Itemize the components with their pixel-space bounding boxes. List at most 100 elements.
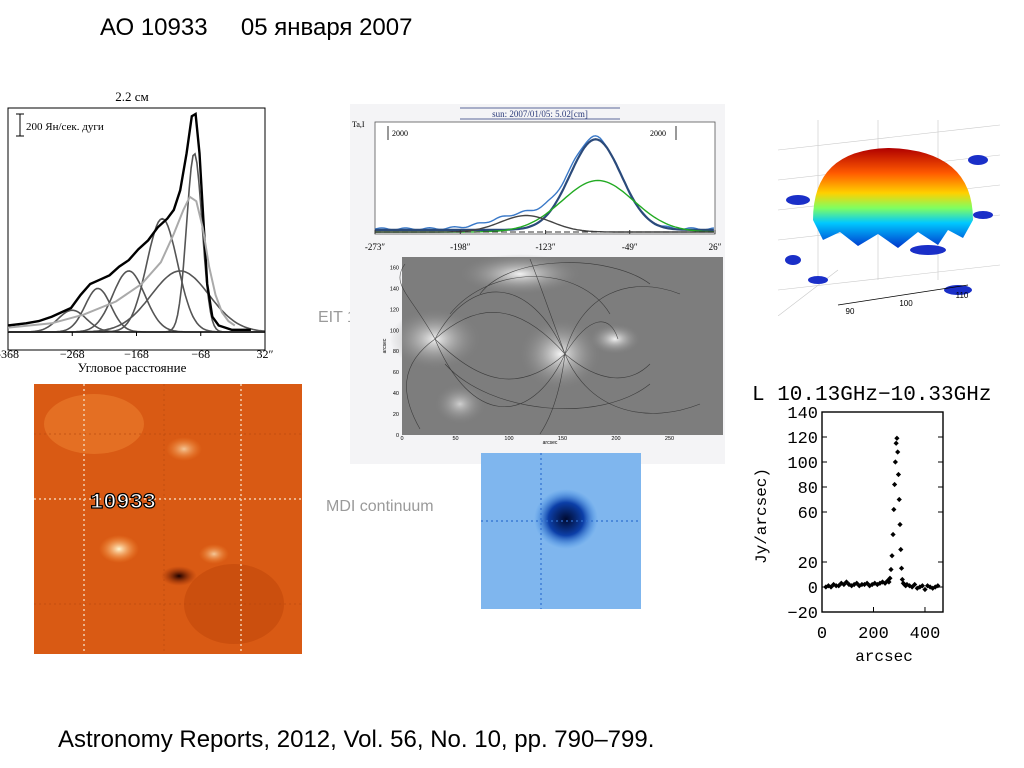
grid-overlay [34, 384, 302, 654]
ratan-xtick-label: −68 [191, 347, 210, 361]
eit-ylabel: arcsec [382, 338, 388, 353]
active-region-label: 10933 [90, 490, 156, 515]
ratan-x-ticks: -368 −268 −168 −68 32″ [0, 332, 274, 361]
freq-xlabel: arcsec [855, 648, 913, 666]
spec-xtick-label: 110 [956, 291, 969, 300]
eit-xtick-label: 100 [504, 436, 513, 442]
freq-x-ticks: 0 200 400 [817, 607, 940, 644]
eit-ytick-label: 60 [393, 370, 399, 376]
fit-xtick-label: -123″ [535, 242, 555, 252]
eit-ytick-label: 120 [390, 307, 399, 313]
ratan-series-1 [7, 195, 236, 329]
freq-xtick-label: 400 [910, 625, 941, 644]
freq-ytick-label: 140 [787, 405, 818, 424]
spec-xtick-label: 100 [899, 299, 913, 308]
eit-xtick-label: 150 [558, 436, 567, 442]
eit-ytick-label: 100 [390, 328, 399, 334]
ratan-xtick-label: 32″ [257, 347, 274, 361]
freq-point [898, 546, 904, 553]
freq-ytick-label: 60 [798, 505, 818, 524]
freq-point [914, 585, 920, 591]
mdi-continuum-image [481, 453, 641, 609]
fit-xtick-label: 26″ [709, 242, 722, 252]
fit-title: sun: 2007/01/05: 5.02[cm] [492, 109, 588, 119]
freq-point [897, 521, 903, 528]
freq-point [895, 471, 902, 478]
freq-point [922, 586, 928, 593]
spectrum-3d: 90 100 110 [778, 120, 1000, 316]
ratan-component-1 [8, 287, 265, 333]
eit-xtick-label: 50 [452, 436, 458, 442]
spec-x-ticks: 90 100 110 [846, 291, 969, 316]
slide-title: АО 10933 05 января 2007 [100, 14, 413, 41]
mdi-label: MDI continuum [326, 498, 434, 515]
dark-spot [161, 566, 197, 586]
eit-xlabel: arcsec [543, 440, 558, 446]
dome-surface [813, 148, 973, 248]
fit-xtick-label: -198″ [450, 242, 470, 252]
freq-point [892, 459, 898, 465]
freq-point [935, 583, 941, 589]
freq-ylabel: Jy/arcsec) [753, 468, 771, 564]
eit-xtick-label: 0 [400, 436, 403, 442]
eit-xtick-label: 200 [611, 436, 620, 442]
ratan-frame [7, 107, 266, 351]
fit-x-ticks: -273″ -198″ -123″ -49″ 26″ [365, 230, 722, 252]
freq-point [851, 581, 857, 588]
eit-ytick-label: 160 [390, 265, 399, 271]
eit-map: 0 50 100 150 200 250 0 20 40 60 80 100 120 140 160 ar… [350, 254, 725, 464]
eit-ytick-label: 40 [393, 391, 399, 397]
freq-y-ticks: 140 120 100 80 60 20 0 −20 [787, 405, 943, 624]
sunspot [534, 489, 598, 549]
field-lines [399, 258, 701, 435]
freq-ytick-label: 0 [808, 580, 818, 599]
freq-point [912, 581, 918, 588]
fit-profile-chart: sun: 2007/01/05: 5.02[cm] Ta,I 2000 2000… [350, 104, 725, 254]
ratan-xtick-label: -368 [0, 347, 19, 361]
freq-point [893, 440, 899, 446]
eit-y-ticks: 0 20 40 60 80 100 120 140 160 [390, 265, 399, 439]
fit-right-scale: 2000 [650, 129, 666, 138]
freq-ytick-label: 20 [798, 555, 818, 574]
ratan-xtick-label: −268 [60, 347, 85, 361]
fit-left-scale: 2000 [392, 129, 408, 138]
freq-ytick-label: −20 [787, 605, 818, 624]
ratan-series-0 [7, 112, 251, 331]
eit-xtick-label: 250 [665, 436, 674, 442]
freq-ytick-label: 100 [787, 455, 818, 474]
eit-ytick-label: 20 [393, 412, 399, 418]
freq-xtick-label: 200 [858, 625, 889, 644]
freq-ytick-label: 120 [787, 430, 818, 449]
freq-point [825, 583, 832, 589]
freq-point [856, 583, 862, 589]
spec-xtick-label: 90 [846, 307, 855, 316]
freq-point [896, 496, 902, 503]
ratan-plot-area [7, 112, 265, 333]
freq-point [894, 435, 900, 441]
ratan-profile-chart: 2.2 см 200 Ян/сек. дуги -368 −268 −168 −68 3… [0, 89, 274, 375]
freq-point [895, 449, 901, 455]
citation: Astronomy Reports, 2012, Vol. 56, No. 10… [58, 726, 655, 753]
freq-point [898, 565, 905, 571]
freq-point [886, 579, 892, 585]
fit-ylabel: Ta,I [352, 120, 365, 129]
eit-ytick-label: 80 [393, 349, 399, 355]
freq-ytick-label: 80 [798, 480, 818, 499]
eit-ytick-label: 0 [396, 433, 399, 439]
freq-point [854, 580, 860, 586]
freq-point [899, 576, 905, 583]
fit-xtick-label: -49″ [622, 242, 638, 252]
freq-xtick-label: 0 [817, 625, 827, 644]
ratan-xtick-label: −168 [124, 347, 149, 361]
freq-points [823, 435, 941, 593]
freq-point [889, 553, 895, 559]
ratan-x-label: Угловое расстояние [78, 360, 187, 375]
eit-ytick-label: 140 [390, 286, 399, 292]
eit-red-map: 10933 [34, 384, 302, 654]
freq-title: L 10.13GHz−10.33GHz [752, 384, 991, 407]
freq-point [888, 566, 894, 573]
scale-label: 200 Ян/сек. дуги [26, 121, 104, 133]
freq-point [892, 481, 898, 488]
eit-x-ticks: 0 50 100 150 200 250 [400, 436, 674, 442]
freq-scan-chart: L 10.13GHz−10.33GHz 1401201008060200−20 … [752, 384, 991, 666]
